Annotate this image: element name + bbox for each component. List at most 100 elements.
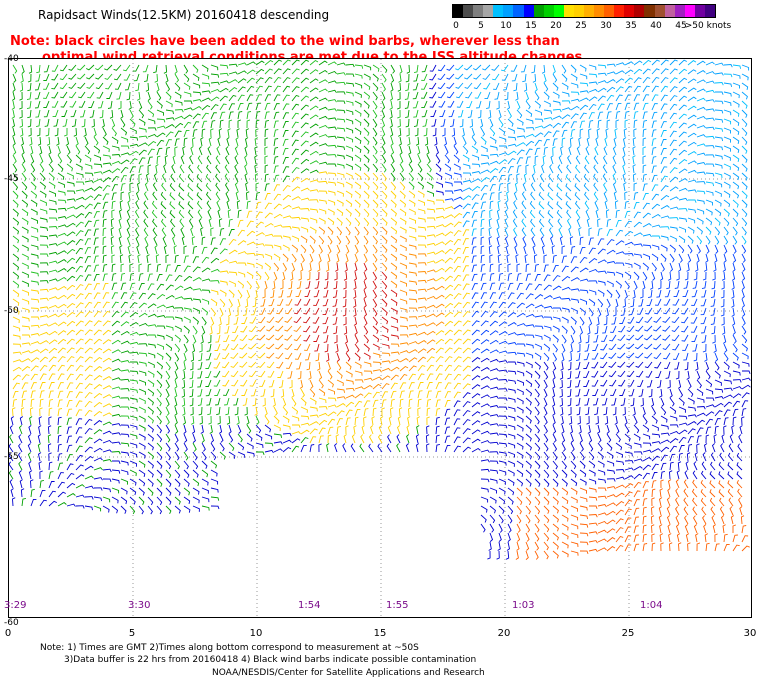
wind-barb	[27, 109, 32, 119]
wind-barb	[593, 164, 599, 174]
wind-barb	[602, 325, 608, 334]
wind-barb	[29, 407, 34, 417]
wind-barb	[597, 248, 606, 255]
wind-barb	[138, 505, 144, 515]
wind-barb	[381, 280, 388, 290]
wind-barb	[480, 459, 490, 463]
wind-barb	[291, 406, 299, 415]
wind-barb	[189, 379, 194, 389]
wind-barb	[361, 425, 365, 435]
wind-barb	[237, 102, 244, 111]
wind-barb	[480, 127, 486, 137]
wind-barb	[633, 128, 637, 138]
wind-barb	[354, 154, 362, 162]
wind-barb	[336, 199, 344, 207]
wind-barb	[102, 145, 110, 153]
wind-barb	[543, 343, 551, 352]
wind-barb	[453, 154, 460, 163]
wind-barb	[429, 91, 437, 99]
wind-barb	[390, 343, 400, 348]
wind-barb	[687, 235, 694, 244]
wind-barb	[678, 542, 682, 552]
wind-barb	[246, 280, 252, 290]
wind-barb	[723, 533, 728, 543]
wind-barb	[390, 208, 397, 217]
wind-barb	[399, 199, 407, 208]
wind-barb	[633, 68, 643, 75]
wind-barb	[684, 271, 689, 281]
wind-barb	[624, 94, 632, 102]
wind-barb	[129, 451, 138, 458]
wind-barb	[525, 478, 532, 487]
wind-barb	[372, 280, 377, 290]
wind-barb	[687, 96, 697, 102]
wind-barb	[363, 298, 367, 308]
wind-barb	[372, 343, 380, 351]
wind-barb	[300, 95, 309, 102]
wind-barb	[326, 443, 330, 453]
wind-barb	[560, 146, 564, 156]
wind-barb	[335, 262, 339, 272]
wind-barb	[534, 125, 544, 129]
wind-barb	[658, 515, 663, 525]
wind-barb	[66, 181, 75, 187]
wind-barb	[120, 127, 128, 136]
wind-barb	[170, 218, 176, 228]
wind-barb	[700, 489, 707, 498]
wind-barb	[75, 172, 84, 178]
wind-barb	[156, 460, 163, 469]
wind-barb	[608, 352, 617, 359]
wind-barb	[480, 236, 485, 246]
wind-barb	[711, 515, 716, 525]
wind-barb	[354, 379, 364, 383]
wind-barb	[566, 209, 572, 219]
wind-barb	[687, 444, 693, 453]
wind-barb	[327, 217, 335, 226]
wind-barb	[39, 181, 46, 190]
wind-barb	[496, 209, 501, 219]
wind-barb	[219, 433, 224, 443]
wind-barb	[291, 235, 299, 242]
wind-barb	[178, 192, 185, 201]
wind-barb	[30, 316, 40, 320]
wind-barb	[461, 127, 465, 137]
wind-barb	[471, 228, 477, 237]
wind-barb	[552, 130, 560, 138]
wind-barb	[489, 127, 496, 137]
wind-barb	[713, 343, 717, 353]
wind-barb	[30, 324, 40, 329]
wind-barb	[327, 80, 337, 84]
wind-barb	[453, 391, 461, 399]
wind-barb	[723, 409, 731, 417]
wind-barb	[516, 118, 524, 126]
wind-barb	[174, 442, 180, 452]
wind-barb	[408, 145, 412, 155]
wind-barb	[129, 127, 137, 135]
wind-barb	[246, 442, 254, 450]
wind-barb	[642, 472, 651, 480]
wind-barb	[579, 256, 588, 264]
wind-barb	[187, 192, 194, 201]
wind-barb	[147, 148, 155, 156]
wind-barb	[165, 82, 171, 92]
wind-barb	[327, 190, 336, 196]
wind-barb	[711, 443, 716, 453]
wind-barb	[164, 155, 169, 165]
wind-barb	[642, 76, 651, 84]
wind-barb	[512, 209, 518, 219]
wind-barb	[57, 154, 63, 164]
wind-barb	[256, 343, 266, 350]
wind-barb	[156, 273, 163, 282]
wind-barb	[129, 118, 136, 127]
wind-barb	[651, 76, 660, 84]
wind-barb	[618, 379, 626, 387]
wind-barb	[588, 531, 598, 535]
wind-barb	[39, 154, 44, 164]
wind-barb	[191, 424, 196, 434]
wind-barb	[390, 298, 398, 306]
wind-barb	[399, 271, 407, 278]
wind-barb	[534, 469, 541, 478]
wind-barb	[462, 179, 472, 184]
wind-barb	[354, 408, 361, 417]
wind-barb	[252, 298, 257, 308]
